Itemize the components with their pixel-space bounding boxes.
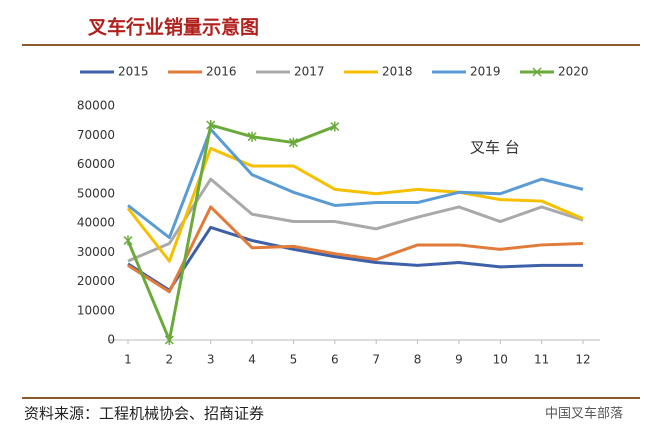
point-marker <box>247 131 257 142</box>
source: 资料来源：工程机械协会、招商证券 <box>24 405 264 423</box>
point-marker <box>206 120 216 131</box>
watermark: 中国叉车部落 <box>545 406 623 422</box>
y-tick-label: 20000 <box>77 274 115 288</box>
point-marker <box>330 121 340 132</box>
x-tick-label: 8 <box>414 353 422 367</box>
y-tick-label: 10000 <box>77 303 115 317</box>
series-line <box>127 127 584 240</box>
series-line <box>127 177 584 263</box>
x-tick-label: 10 <box>493 353 508 367</box>
y-tick-label: 80000 <box>77 99 115 113</box>
x-tick-label: 6 <box>331 353 339 367</box>
x-tick-label: 11 <box>534 353 549 367</box>
series-line <box>127 205 584 294</box>
point-marker <box>288 137 298 148</box>
y-tick-label: 30000 <box>77 245 115 259</box>
legend-marker <box>532 67 542 77</box>
point-marker <box>164 335 174 345</box>
series-line <box>126 123 336 342</box>
point-marker <box>123 235 133 246</box>
x-tick-label: 5 <box>290 353 298 367</box>
chart-title: 叉车行业销量示意图 <box>87 16 259 39</box>
y-tick-label: 40000 <box>77 216 115 230</box>
x-tick-label: 9 <box>455 353 463 367</box>
x-tick-label: 2 <box>166 353 174 367</box>
legend-label: 2017 <box>294 65 325 79</box>
y-tick-label: 60000 <box>77 157 115 171</box>
legend-label: 2019 <box>470 65 501 79</box>
legend-label: 2018 <box>382 65 413 79</box>
x-tick-label: 1 <box>124 353 132 367</box>
y-tick-label: 0 <box>107 333 115 347</box>
legend-label: 2016 <box>206 65 237 79</box>
annotation: 叉车 台 <box>470 139 520 157</box>
legend-label: 2020 <box>558 65 589 79</box>
x-tick-label: 4 <box>248 353 256 367</box>
legend-label: 2015 <box>118 65 149 79</box>
series-line <box>127 225 583 292</box>
x-tick-label: 7 <box>372 353 380 367</box>
y-tick-label: 70000 <box>77 128 115 142</box>
x-tick-label: 12 <box>575 353 590 367</box>
y-tick-label: 50000 <box>77 186 115 200</box>
x-tick-label: 3 <box>207 353 215 367</box>
